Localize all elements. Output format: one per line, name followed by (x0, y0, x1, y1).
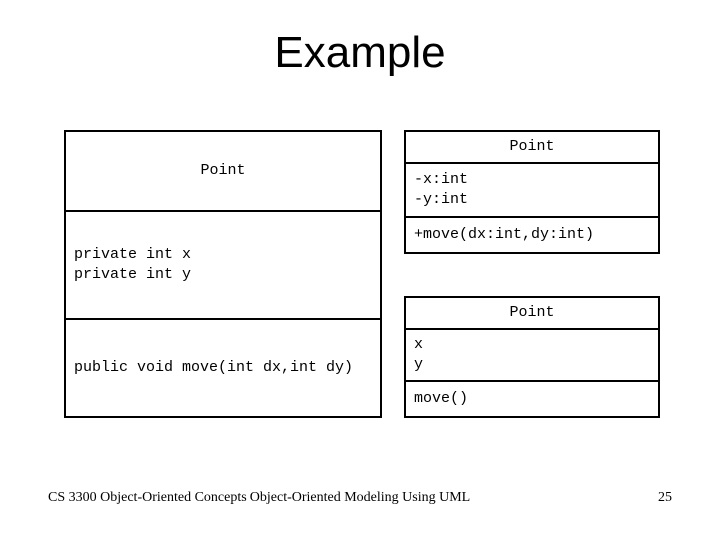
class-operations: public void move(int dx,int dy) (66, 318, 380, 416)
footer-center: Object-Oriented Modeling Using UML (0, 490, 720, 506)
uml-class-simple: Point x y move() (404, 296, 660, 418)
slide-title: Example (0, 28, 720, 78)
slide-footer: CS 3300 Object-Oriented Concepts Object-… (0, 490, 720, 506)
class-name: Point (406, 132, 658, 162)
class-attributes: private int x private int y (66, 210, 380, 318)
class-operations: move() (406, 380, 658, 416)
class-attributes: x y (406, 328, 658, 380)
class-operations: +move(dx:int,dy:int) (406, 216, 658, 252)
class-name: Point (406, 298, 658, 328)
uml-class-full: Point -x:int -y:int +move(dx:int,dy:int) (404, 130, 660, 254)
uml-class-java: Point private int x private int y public… (64, 130, 382, 418)
class-attributes: -x:int -y:int (406, 162, 658, 216)
class-name: Point (66, 132, 380, 210)
